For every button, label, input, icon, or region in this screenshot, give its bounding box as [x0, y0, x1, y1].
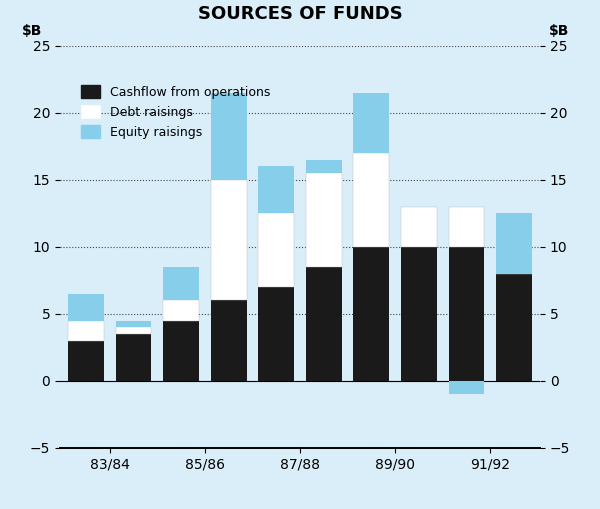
Text: $B: $B	[22, 24, 42, 38]
Legend: Cashflow from operations, Debt raisings, Equity raisings: Cashflow from operations, Debt raisings,…	[76, 80, 275, 144]
Bar	[353, 247, 389, 381]
Bar	[496, 274, 532, 381]
Bar	[68, 341, 104, 381]
Bar	[211, 93, 247, 180]
Text: SOURCES OF FUNDS: SOURCES OF FUNDS	[197, 5, 403, 23]
Bar	[449, 381, 484, 394]
Bar	[259, 166, 294, 213]
Bar	[68, 321, 104, 341]
Bar	[353, 153, 389, 247]
Text: $B: $B	[548, 24, 569, 38]
Bar	[163, 321, 199, 381]
Bar	[259, 287, 294, 381]
Bar	[401, 207, 437, 247]
Bar	[163, 267, 199, 300]
Bar	[211, 300, 247, 381]
Bar	[449, 207, 484, 247]
Bar	[306, 160, 341, 173]
Bar	[401, 247, 437, 381]
Bar	[259, 213, 294, 287]
Bar	[306, 267, 341, 381]
Bar	[353, 93, 389, 153]
Bar	[306, 173, 341, 267]
Bar	[496, 213, 532, 274]
Bar	[68, 294, 104, 321]
Bar	[163, 300, 199, 321]
Bar	[116, 327, 151, 334]
Bar	[211, 180, 247, 300]
Bar	[449, 247, 484, 381]
Bar	[116, 334, 151, 381]
Bar	[116, 321, 151, 327]
